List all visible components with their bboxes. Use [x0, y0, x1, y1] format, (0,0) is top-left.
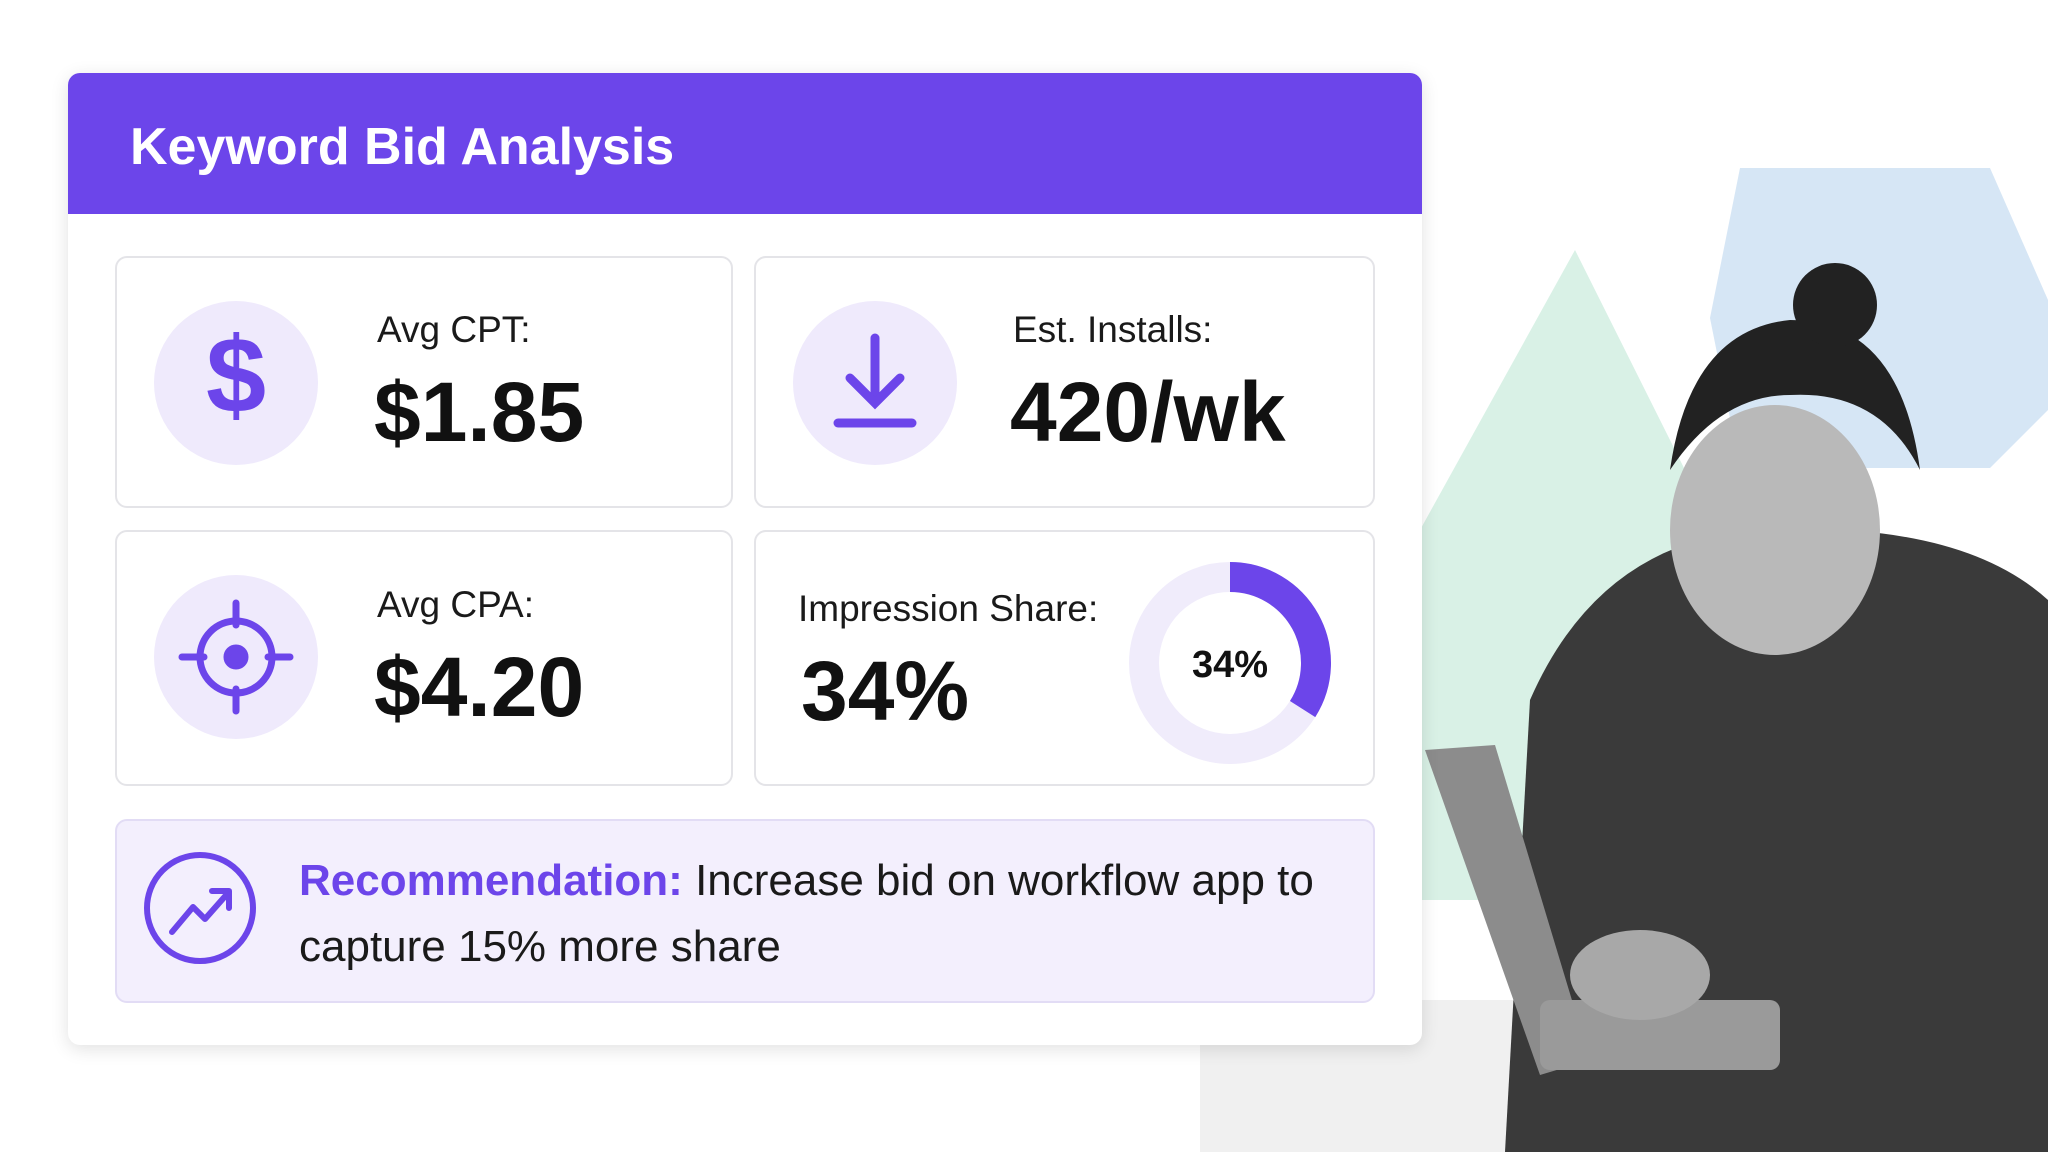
download-icon: [793, 301, 957, 465]
donut-arc: [1229, 562, 1331, 718]
card-title: Keyword Bid Analysis: [130, 118, 675, 176]
metric-tile: [115, 530, 733, 786]
metric-value: $1.85: [374, 365, 585, 459]
metric-label: Avg CPT:: [377, 309, 531, 350]
card-header: Keyword Bid Analysis: [68, 73, 1422, 214]
metric-value: $4.20: [374, 640, 585, 734]
recommendation-text: Recommendation: Increase bid on workflow…: [299, 848, 1339, 980]
recommendation-body: Increase bid on workflow app to capture …: [299, 856, 1314, 971]
metric-label: Est. Installs:: [1013, 309, 1213, 350]
trend-icon: [144, 852, 256, 964]
target-icon: [154, 575, 318, 739]
metric-value: 420/wk: [1010, 365, 1286, 459]
svg-text:$: $: [206, 314, 266, 435]
metric-label: Impression Share:: [798, 588, 1099, 629]
recommendation-label: Recommendation:: [299, 856, 683, 905]
metric-value: 34%: [801, 644, 970, 738]
donut-label: 34%: [1192, 644, 1268, 686]
recommendation-box: [115, 819, 1375, 1003]
dollar-icon: $: [154, 301, 318, 465]
metric-label: Avg CPA:: [377, 584, 534, 625]
